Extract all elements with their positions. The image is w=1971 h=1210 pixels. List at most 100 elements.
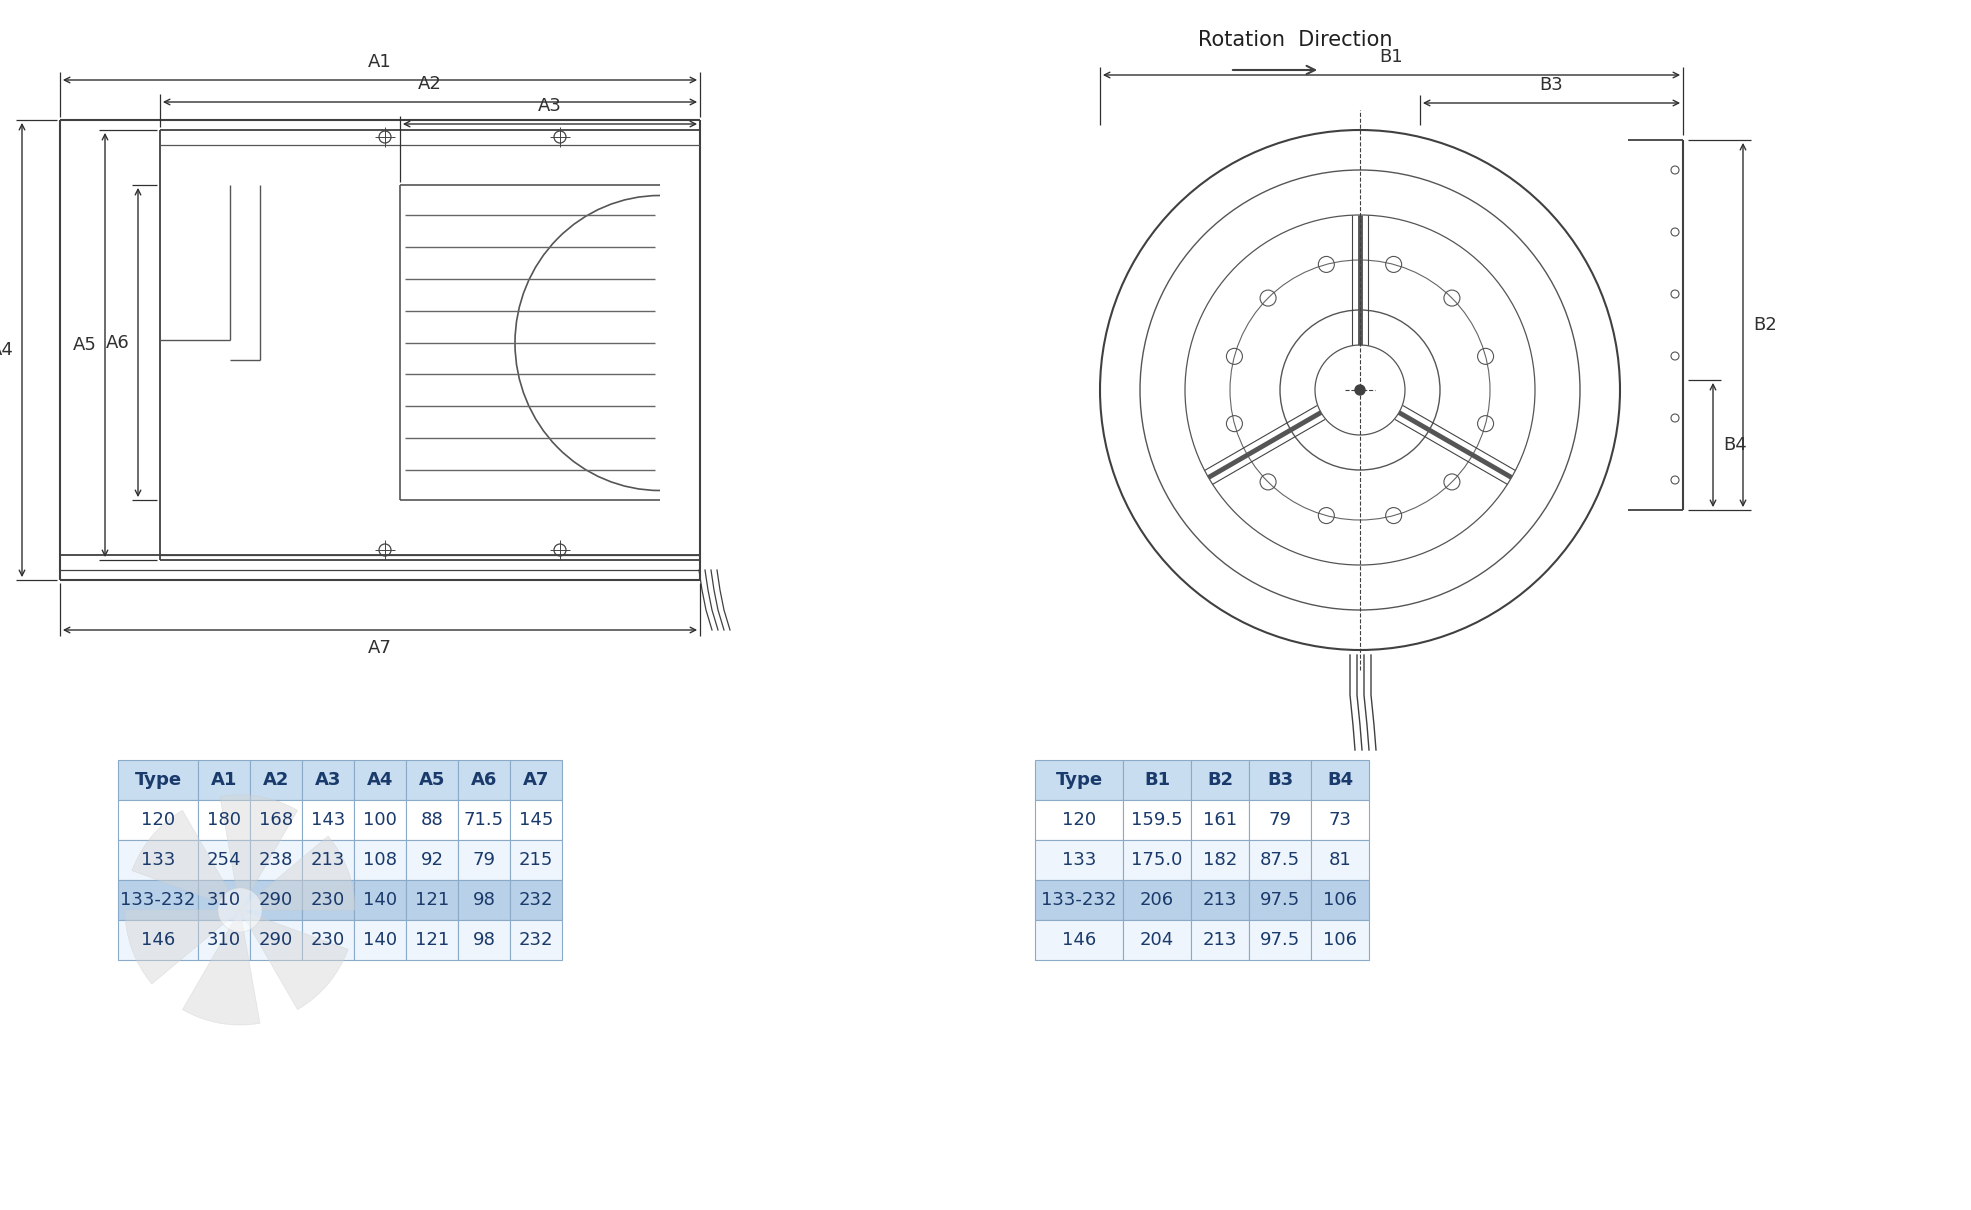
Bar [1190,840,1250,880]
Bar [406,880,457,920]
Bar [1250,840,1311,880]
Text: 133: 133 [140,851,175,869]
Text: 206: 206 [1139,891,1175,909]
Bar [197,840,250,880]
Text: 180: 180 [207,811,240,829]
Text: 168: 168 [258,811,294,829]
Text: 182: 182 [1202,851,1238,869]
Wedge shape [183,910,260,1025]
Text: 92: 92 [420,851,443,869]
Text: 310: 310 [207,891,240,909]
Bar [1250,760,1311,800]
Text: B4: B4 [1326,771,1352,789]
Text: A3: A3 [315,771,341,789]
Bar [1190,760,1250,800]
Text: 73: 73 [1328,811,1352,829]
Text: 159.5: 159.5 [1131,811,1183,829]
Text: 106: 106 [1323,930,1356,949]
Bar [355,920,406,960]
Text: A3: A3 [538,97,562,115]
Bar [1035,920,1123,960]
Bar [510,880,562,920]
Bar [1190,920,1250,960]
Text: Type: Type [1054,771,1102,789]
Text: 121: 121 [414,891,449,909]
Text: 145: 145 [518,811,554,829]
Text: 140: 140 [363,891,396,909]
Text: A2: A2 [262,771,290,789]
Text: 140: 140 [363,930,396,949]
Text: 213: 213 [1202,891,1238,909]
Text: A4: A4 [367,771,392,789]
Bar [1250,880,1311,920]
Bar [118,760,197,800]
Text: A5: A5 [73,336,97,355]
Text: B3: B3 [1539,76,1563,94]
Bar [510,840,562,880]
Text: B1: B1 [1380,48,1403,67]
Bar [1311,800,1370,840]
Bar [457,840,510,880]
Bar [250,880,302,920]
Text: 213: 213 [311,851,345,869]
Bar [510,760,562,800]
Text: 310: 310 [207,930,240,949]
Bar [355,760,406,800]
Bar [355,840,406,880]
Bar [1123,920,1190,960]
Bar [457,920,510,960]
Text: 290: 290 [258,930,294,949]
Wedge shape [240,836,355,910]
Bar [1190,800,1250,840]
Text: 120: 120 [1062,811,1096,829]
Bar [197,800,250,840]
Text: 108: 108 [363,851,396,869]
Bar [510,800,562,840]
Text: 254: 254 [207,851,240,869]
Wedge shape [132,811,240,910]
Bar [406,920,457,960]
Bar [250,840,302,880]
Text: 175.0: 175.0 [1131,851,1183,869]
Text: A6: A6 [471,771,497,789]
Text: 100: 100 [363,811,396,829]
Bar [1123,880,1190,920]
Bar [118,840,197,880]
Bar [406,840,457,880]
Bar [457,760,510,800]
Text: 204: 204 [1139,930,1175,949]
Bar [197,760,250,800]
Text: 87.5: 87.5 [1259,851,1301,869]
Bar [1035,760,1123,800]
Bar [1123,800,1190,840]
Text: A2: A2 [418,75,442,93]
Text: 213: 213 [1202,930,1238,949]
Text: 71.5: 71.5 [463,811,505,829]
Text: A7: A7 [522,771,550,789]
Text: 81: 81 [1328,851,1352,869]
Text: 143: 143 [311,811,345,829]
Text: 120: 120 [142,811,175,829]
Text: B1: B1 [1143,771,1171,789]
Text: A6: A6 [106,334,130,351]
Bar [1311,880,1370,920]
Bar [1311,920,1370,960]
Bar [1035,800,1123,840]
Text: B3: B3 [1267,771,1293,789]
Bar [302,840,355,880]
Text: Type: Type [134,771,181,789]
Bar [250,760,302,800]
Text: 133-232: 133-232 [1041,891,1118,909]
Text: A1: A1 [211,771,237,789]
Bar [1311,760,1370,800]
Text: 232: 232 [518,930,554,949]
Text: 98: 98 [473,930,495,949]
Text: 146: 146 [140,930,175,949]
Text: 98: 98 [473,891,495,909]
Text: 232: 232 [518,891,554,909]
Circle shape [219,888,262,932]
Text: 97.5: 97.5 [1259,930,1301,949]
Bar [197,880,250,920]
Text: 230: 230 [311,891,345,909]
Bar [302,800,355,840]
